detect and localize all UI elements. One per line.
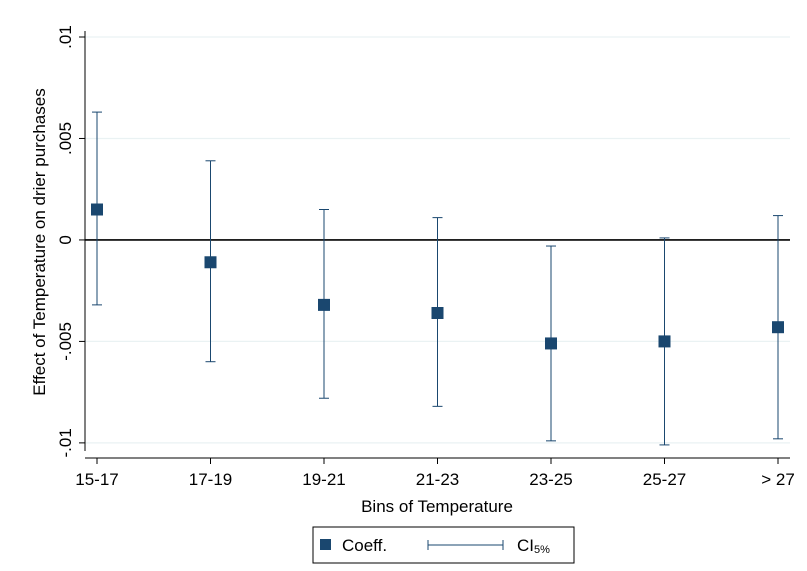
coeff-point [772, 321, 784, 334]
y-axis: .01 .005 0 -.005 -.01 [56, 25, 86, 458]
x-axis-label: Bins of Temperature [361, 497, 513, 516]
y-tick-label: -.01 [56, 428, 75, 457]
y-tick-label: .01 [56, 25, 75, 49]
legend-ci-label: CI5% [517, 536, 550, 556]
legend: Coeff. CI5% [312, 526, 575, 564]
x-tick-label: 15-17 [75, 470, 118, 489]
x-tick-label: 21-23 [416, 470, 459, 489]
x-tick-label: > 27 [761, 470, 795, 489]
y-axis-label: Effect of Temperature on drier purchases [30, 88, 49, 395]
legend-ci-label-subscript: 5% [534, 544, 550, 556]
x-tick-label: 19-21 [302, 470, 345, 489]
y-tick-label: 0 [56, 235, 75, 244]
y-tick-label: .005 [56, 122, 75, 155]
x-tick-label: 17-19 [189, 470, 232, 489]
legend-coeff-label: Coeff. [342, 536, 387, 555]
x-tick-label: 23-25 [529, 470, 572, 489]
coeff-point [318, 298, 330, 311]
coeff-point [545, 337, 557, 350]
legend-ci-symbol [427, 540, 504, 550]
x-tick-label: 25-27 [643, 470, 686, 489]
coeff-point [431, 307, 444, 319]
coeff-point [91, 203, 103, 216]
y-tick-label: -.005 [56, 322, 75, 361]
legend-coeff-marker [320, 539, 331, 550]
coeff-point [204, 256, 217, 269]
coeff-series [91, 203, 784, 350]
legend-ci-label-main: CI [517, 536, 534, 555]
coeff-point [658, 335, 671, 348]
x-axis: 15-17 17-19 19-21 21-23 23-25 25-27 > 27 [75, 457, 795, 489]
